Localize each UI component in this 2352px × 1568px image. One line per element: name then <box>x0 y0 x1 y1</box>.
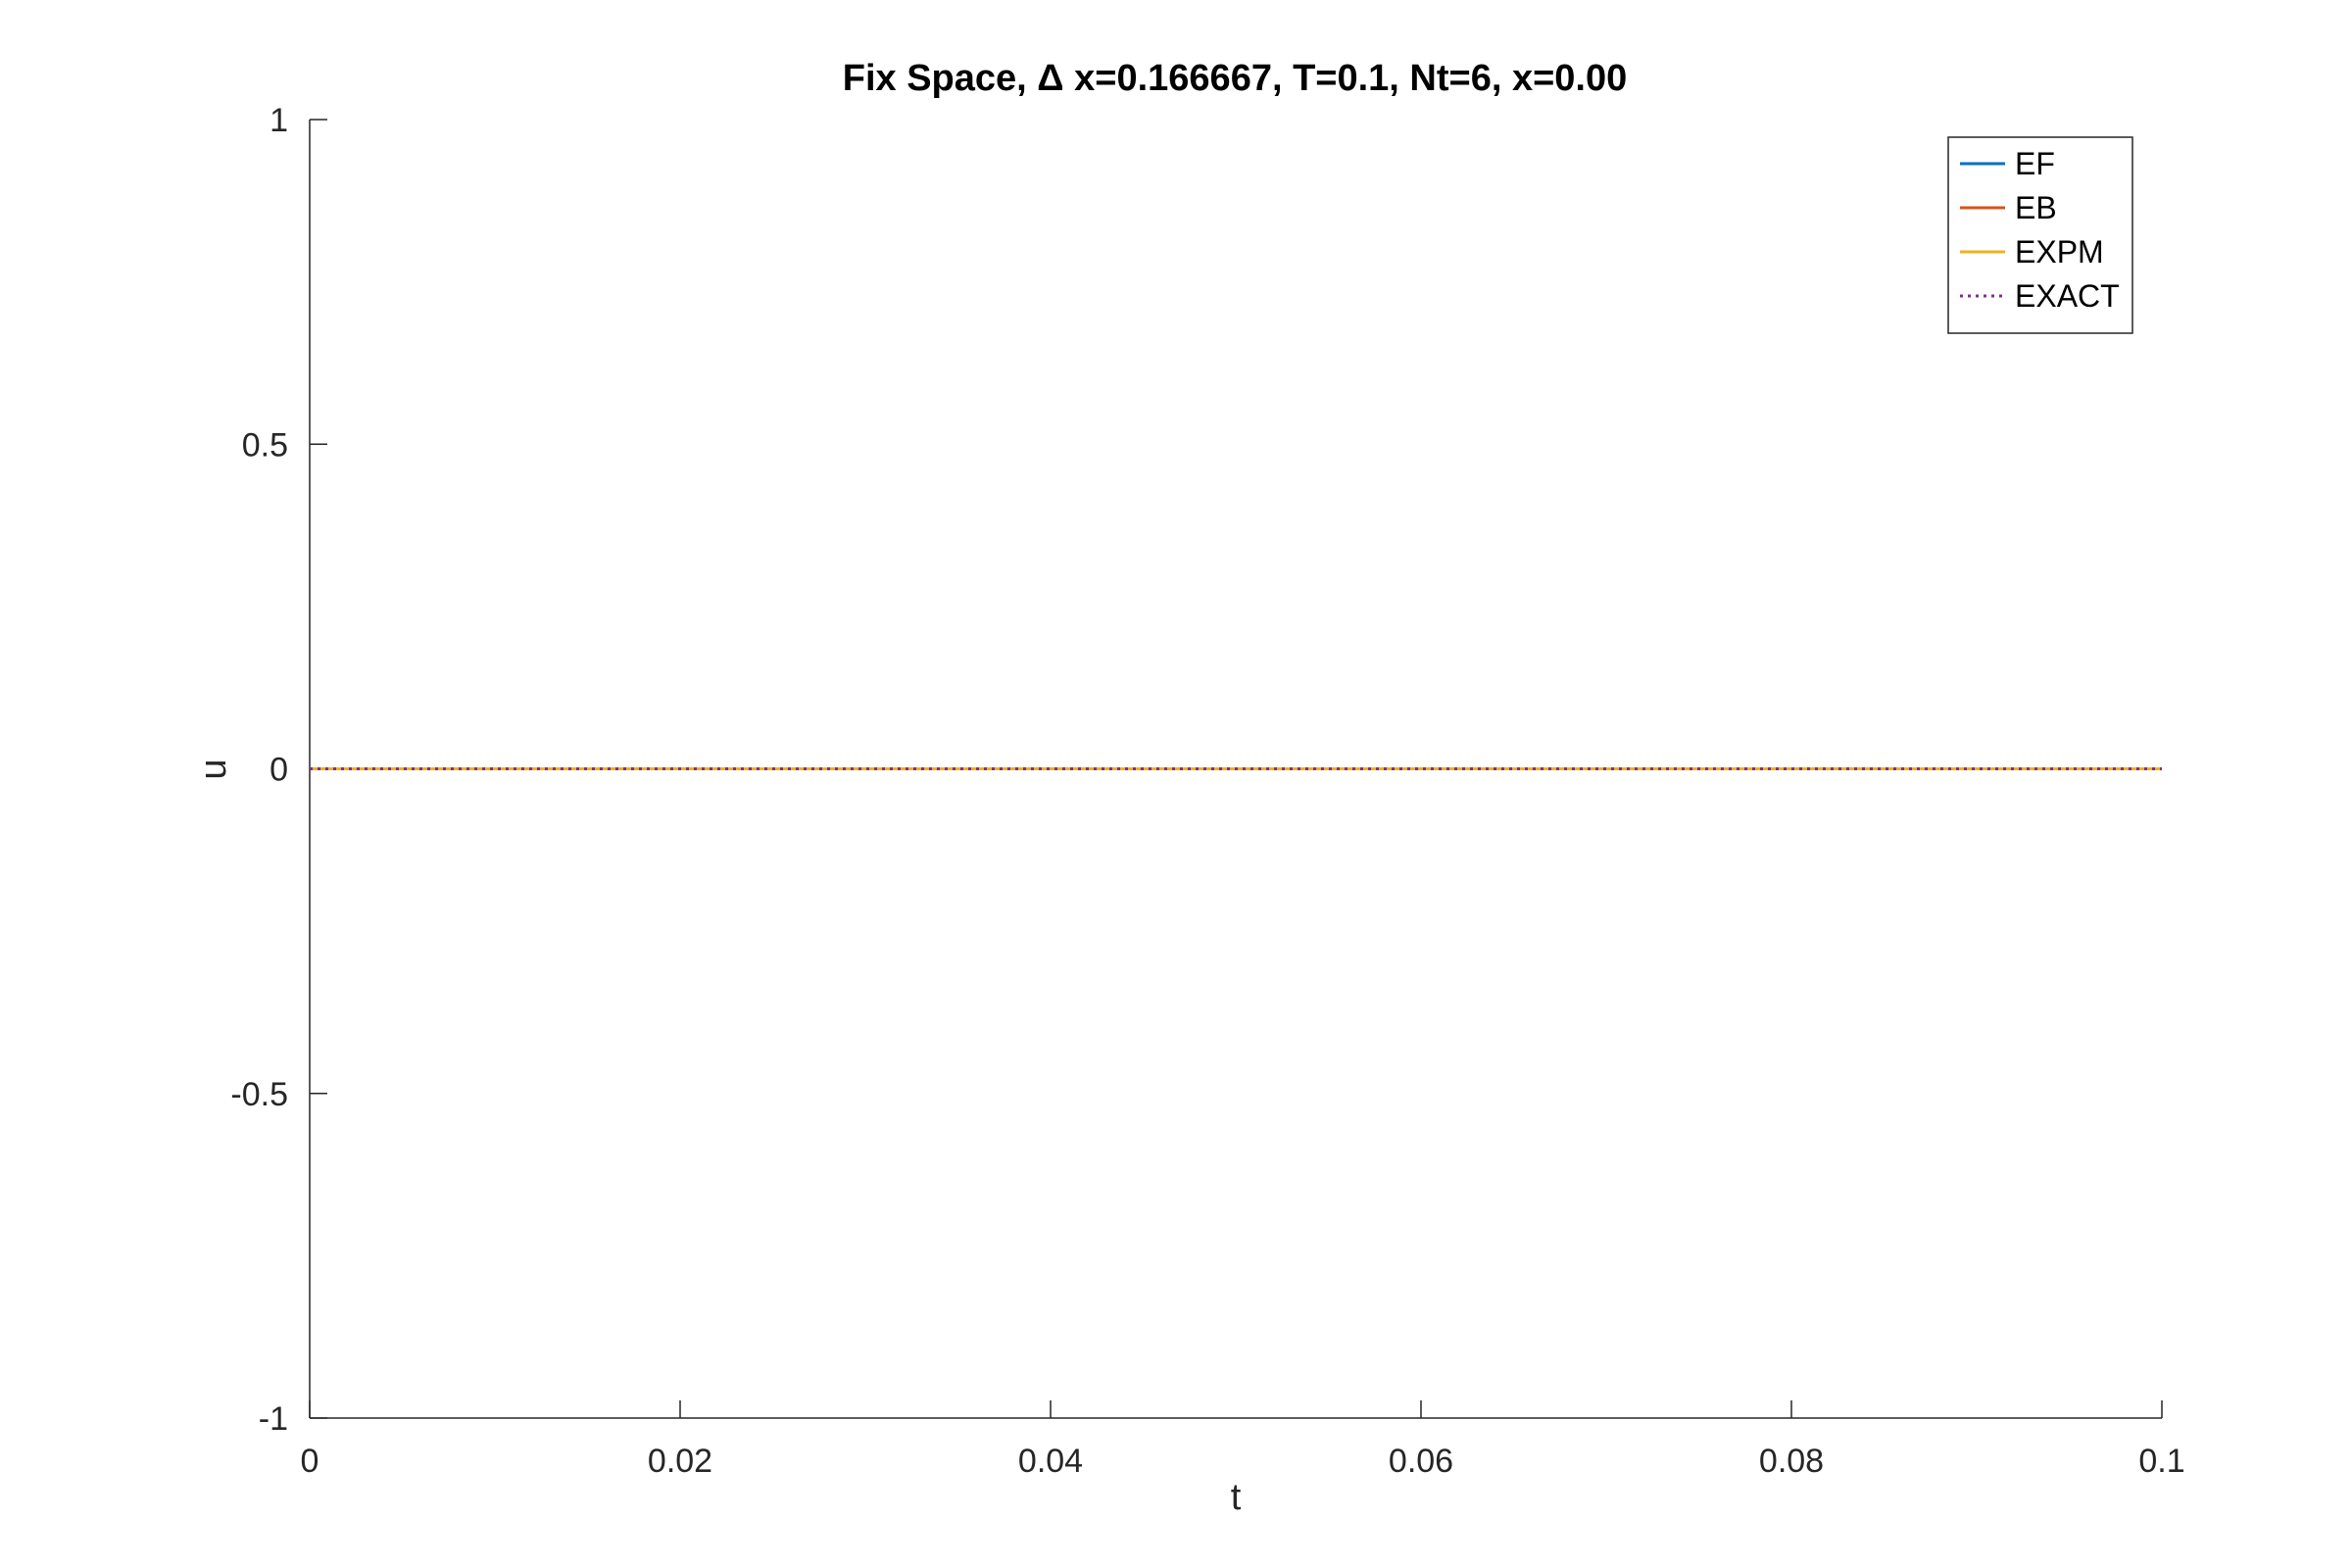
y-axis-label: u <box>193 759 234 779</box>
x-ticks: 0 0.02 0.04 0.06 0.08 0.1 <box>301 1400 2185 1480</box>
y-ticks: -1 -0.5 0 0.5 1 <box>230 102 327 1438</box>
x-tick-label: 0.08 <box>1759 1443 1824 1480</box>
legend-label-exact: EXACT <box>2015 278 2120 314</box>
legend-label-eb: EB <box>2015 190 2057 225</box>
x-tick-label: 0 <box>301 1443 319 1480</box>
y-tick-label: 0 <box>270 752 288 789</box>
x-tick-label: 0.04 <box>1018 1443 1083 1480</box>
y-tick-label: 0.5 <box>242 426 288 464</box>
y-tick-label: -1 <box>259 1400 288 1438</box>
legend-label-expm: EXPM <box>2015 234 2104 270</box>
y-tick-label: -0.5 <box>230 1076 288 1113</box>
y-tick-label: 1 <box>270 102 288 139</box>
legend-box <box>1947 136 2133 334</box>
x-tick-label: 0.1 <box>2138 1443 2184 1480</box>
x-tick-label: 0.06 <box>1389 1443 1453 1480</box>
legend-label-ef: EF <box>2015 146 2055 181</box>
x-axis-label: t <box>1231 1477 1242 1518</box>
legend: EF EB EXPM EXACT <box>1947 136 2133 334</box>
chart-title: Fix Space, Δ x=0.166667, T=0.1, Nt=6, x=… <box>843 58 1628 99</box>
x-tick-label: 0.02 <box>648 1443 712 1480</box>
